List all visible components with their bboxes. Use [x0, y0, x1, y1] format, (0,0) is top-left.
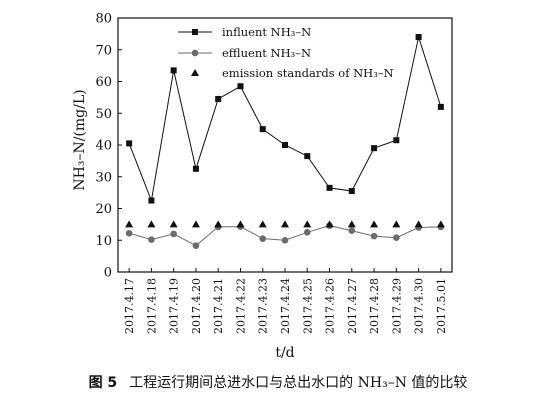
data-point [415, 34, 422, 41]
data-point [414, 220, 423, 228]
y-tick-label: 70 [95, 43, 112, 58]
data-point [192, 165, 199, 172]
data-point [304, 153, 311, 160]
legend-marker [192, 29, 198, 35]
data-point [169, 220, 178, 228]
y-tick-label: 40 [95, 139, 112, 154]
y-tick-label: 50 [95, 107, 112, 122]
data-point [259, 235, 267, 242]
data-point [148, 236, 155, 243]
x-tick-label: 2017.4.17 [123, 278, 136, 334]
y-tick-label: 60 [95, 75, 112, 90]
legend-marker [191, 49, 199, 57]
plot-frame [117, 17, 453, 273]
data-point [370, 232, 378, 240]
y-axis-ticks: 0 10 20 30 40 50 60 70 80 [95, 12, 122, 281]
data-point [437, 103, 444, 110]
x-tick-label: 2017.4.25 [301, 278, 314, 334]
data-point [170, 230, 177, 238]
data-point [281, 236, 289, 244]
data-point [282, 142, 288, 148]
x-tick-label: 2017.4.27 [346, 278, 359, 334]
x-tick-label: 2017.4.24 [279, 278, 292, 334]
x-tick-label: 2017.4.18 [145, 278, 158, 334]
data-point [303, 220, 312, 228]
x-tick-label: 2017.4.23 [257, 278, 270, 334]
x-tick-label: 2017.4.20 [190, 278, 203, 334]
x-tick-label: 2017.4.26 [324, 278, 337, 334]
data-point [147, 220, 156, 228]
data-point [258, 220, 267, 228]
data-point [348, 227, 356, 235]
x-axis-ticks: 2017.4.17 2017.4.18 2017.4.19 2017.4.20 2017… [123, 268, 448, 334]
series-square [126, 34, 444, 204]
x-axis-title: t/d [275, 345, 294, 361]
legend: influent NH₃–N effluent NH₃–N emission sta… [178, 25, 394, 80]
x-tick-label: 2017.4.21 [212, 278, 225, 334]
legend-label: effluent NH₃–N [222, 46, 311, 60]
y-axis-title: NH₃–N/(mg/L) [72, 89, 88, 190]
data-point [125, 229, 133, 237]
legend-label: emission standards of NH₃–N [222, 66, 394, 80]
data-point [170, 67, 177, 74]
data-point [370, 220, 379, 228]
x-tick-label: 2017.4.28 [368, 278, 381, 334]
y-tick-label: 80 [95, 12, 112, 27]
data-point [393, 137, 400, 144]
y-tick-label: 30 [95, 170, 112, 185]
data-point [325, 220, 334, 228]
data-point [192, 242, 200, 249]
data-point [125, 220, 134, 228]
figure-caption-text: 工程运行期间总进水口与总出水口的 NH₃–N 值的比较 [129, 375, 468, 391]
x-tick-label: 2017.4.29 [390, 278, 403, 334]
data-point [392, 220, 401, 228]
y-tick-label: 0 [104, 266, 112, 281]
data-point [214, 220, 223, 228]
figure-caption: 图 5 工程运行期间总进水口与总出水口的 NH₃–N 值的比较 [0, 372, 556, 392]
data-point [236, 220, 245, 228]
y-tick-label: 20 [95, 202, 112, 217]
data-point [126, 140, 133, 147]
legend-label: influent NH₃–N [222, 25, 311, 39]
data-point [148, 197, 155, 204]
data-point [347, 220, 356, 228]
series-layer [125, 34, 445, 249]
x-tick-label: 2017.4.22 [234, 278, 247, 334]
series-triangle [125, 220, 445, 228]
data-point [191, 220, 200, 228]
series-line [128, 35, 442, 203]
data-point [348, 188, 355, 195]
data-point [259, 126, 266, 133]
data-point [326, 184, 333, 191]
legend-marker [191, 69, 199, 76]
x-tick-label: 2017.4.30 [413, 278, 426, 334]
x-tick-label: 2017.4.19 [168, 278, 181, 334]
y-tick-label: 10 [95, 234, 112, 249]
data-point [303, 229, 311, 236]
data-point [371, 145, 378, 152]
data-point [436, 220, 445, 228]
data-point [281, 220, 289, 228]
data-point [215, 95, 222, 102]
x-tick-label: 2017.5.01 [435, 278, 448, 334]
data-point [393, 234, 400, 242]
data-point [237, 83, 244, 90]
figure-number: 图 5 [88, 375, 118, 391]
